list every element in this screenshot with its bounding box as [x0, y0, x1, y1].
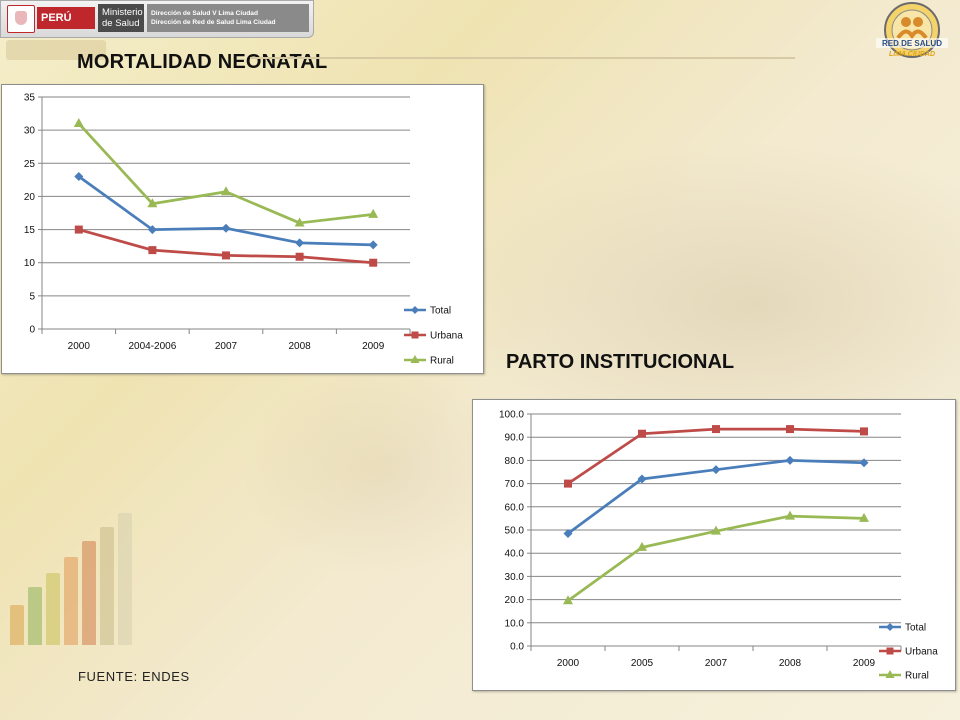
chart2-series-urbana-point — [860, 427, 868, 436]
ministry-header-banner: PERÚ Ministerio de Salud Dirección de Sa… — [0, 0, 314, 38]
chart1-series-urbana-point — [148, 246, 157, 255]
chart2-y-tick-label: 70.0 — [505, 479, 525, 490]
chart1-series-rural-point — [147, 198, 158, 208]
chart1-legend-total-label: Total — [430, 306, 451, 317]
red-de-salud-logo-icon: RED DE SALUD LIMA CIUDAD — [876, 2, 948, 58]
chart2-series-rural-point — [859, 512, 869, 522]
chart1-series-total-point — [74, 172, 84, 182]
chart2-series-rural-point — [563, 595, 573, 605]
neonatal-mortality-chart: 0 5 10 15 20 25 30 35 2000 2004-2006 2007 2008 2009 T… — [1, 84, 484, 374]
chart1-series-total-point — [368, 240, 378, 250]
chart1-y-tick-label: 10 — [24, 258, 36, 269]
chart1-x-tick-label: 2008 — [288, 341, 311, 352]
chart1-x-tick-label: 2004-2006 — [128, 341, 176, 352]
chart1-y-tick-label: 5 — [29, 291, 35, 302]
chart2-y-tick-label: 30.0 — [505, 572, 525, 583]
chart2-legend-urbana-marker — [886, 647, 894, 655]
chart1-y-tick-label: 0 — [29, 325, 35, 336]
chart1-y-tick-label: 35 — [24, 93, 36, 104]
chart1-legend-urbana-marker — [411, 331, 419, 339]
chart1-y-tick-label: 20 — [24, 192, 36, 203]
chart2-y-tick-label: 80.0 — [505, 456, 525, 467]
chart2-series-urbana-point — [638, 429, 646, 438]
chart2-series-total-point — [563, 528, 573, 538]
chart1-series-total-point — [295, 238, 305, 248]
chart2-x-tick-label: 2000 — [557, 658, 580, 669]
neonatal-chart-title: MORTALIDAD NEONATAL — [77, 51, 328, 73]
ministry-label-line2: de Salud — [102, 18, 140, 29]
peru-label: PERÚ — [37, 7, 95, 29]
chart1-legend-rural-label: Rural — [430, 356, 454, 367]
chart1-legend-total-marker — [411, 306, 419, 314]
chart1-series-total-point — [221, 223, 231, 233]
chart2-series-urbana-point — [786, 425, 794, 434]
chart2-legend-urbana-label: Urbana — [905, 647, 938, 658]
chart2-x-tick-label: 2009 — [853, 658, 876, 669]
background-bar-graphic — [8, 505, 143, 645]
chart2-x-tick-label: 2007 — [705, 658, 728, 669]
coat-of-arms-icon — [7, 5, 35, 33]
logo-text-line2: LIMA CIUDAD — [889, 51, 935, 58]
ghost-logo-reflection — [6, 40, 106, 60]
chart2-legend-rural-label: Rural — [905, 671, 929, 682]
chart1-x-tick-label: 2000 — [68, 341, 91, 352]
chart2-y-tick-label: 60.0 — [505, 502, 525, 513]
chart1-series-rural-point — [368, 208, 379, 218]
chart2-legend-total-marker — [886, 623, 894, 631]
neonatal-mortality-chart-svg: 0 5 10 15 20 25 30 35 2000 2004-2006 2007 2008 2009 T… — [24, 93, 463, 367]
chart2-y-tick-label: 90.0 — [505, 433, 525, 444]
direction-line2: Dirección de Red de Salud Lima Ciudad — [151, 19, 276, 26]
chart2-series-total-point — [637, 474, 647, 484]
source-note: FUENTE: ENDES — [78, 669, 190, 684]
chart2-series-total-point — [785, 455, 795, 465]
chart1-legend-rural-marker — [410, 355, 420, 363]
chart2-y-tick-label: 100.0 — [499, 410, 524, 421]
chart1-series-total-point — [147, 225, 157, 235]
direction-line1: Dirección de Salud V Lima Ciudad — [151, 10, 258, 17]
chart2-series-urbana-point — [712, 425, 720, 434]
chart2-y-tick-label: 10.0 — [505, 618, 525, 629]
chart2-legend-total-label: Total — [905, 623, 926, 634]
chart1-series-urbana-point — [74, 225, 83, 234]
chart2-series-rural-point — [785, 510, 795, 520]
chart1-legend-urbana-label: Urbana — [430, 331, 463, 342]
chart1-series-urbana-point — [369, 258, 378, 267]
chart1-series-rural-point — [221, 186, 231, 196]
chart2-y-tick-label: 50.0 — [505, 526, 525, 537]
chart1-y-tick-label: 30 — [24, 126, 36, 137]
chart2-series-rural-point — [711, 525, 721, 535]
chart1-x-tick-label: 2007 — [215, 341, 238, 352]
chart2-series-total-point — [711, 465, 721, 475]
parto-chart-title: PARTO INSTITUCIONAL — [506, 351, 735, 373]
direction-box: Dirección de Salud V Lima Ciudad Direcci… — [147, 4, 309, 32]
chart2-legend-rural-marker — [885, 670, 895, 678]
chart1-series-urbana-point — [295, 252, 304, 261]
chart2-y-tick-label: 40.0 — [505, 549, 525, 560]
ministry-label-line1: Ministerio — [102, 7, 143, 18]
chart2-series-total-point — [859, 458, 869, 468]
chart1-x-tick-label: 2009 — [362, 341, 385, 352]
ministry-label: Ministerio de Salud — [98, 4, 144, 32]
chart1-series-rural-point — [294, 217, 305, 227]
chart2-y-tick-label: 20.0 — [505, 595, 525, 606]
chart1-series-rural-point — [73, 118, 84, 128]
chart1-y-tick-label: 15 — [24, 225, 36, 236]
chart2-series-rural-point — [637, 541, 647, 551]
chart2-series-urbana-point — [564, 479, 572, 488]
chart2-y-tick-label: 0.0 — [510, 642, 524, 653]
institutional-birth-chart: 0.0 10.0 20.0 30.0 40.0 50.0 60.0 70.0 80.0 90.0 1… — [472, 399, 956, 691]
chart1-y-tick-label: 25 — [24, 159, 36, 170]
title-divider — [250, 57, 795, 59]
institutional-birth-chart-svg: 0.0 10.0 20.0 30.0 40.0 50.0 60.0 70.0 80.0 90.0 1… — [499, 410, 938, 682]
chart2-x-tick-label: 2005 — [631, 658, 654, 669]
chart1-series-urbana-point — [222, 251, 230, 260]
chart2-x-tick-label: 2008 — [779, 658, 802, 669]
logo-text-line1: RED DE SALUD — [882, 39, 942, 48]
